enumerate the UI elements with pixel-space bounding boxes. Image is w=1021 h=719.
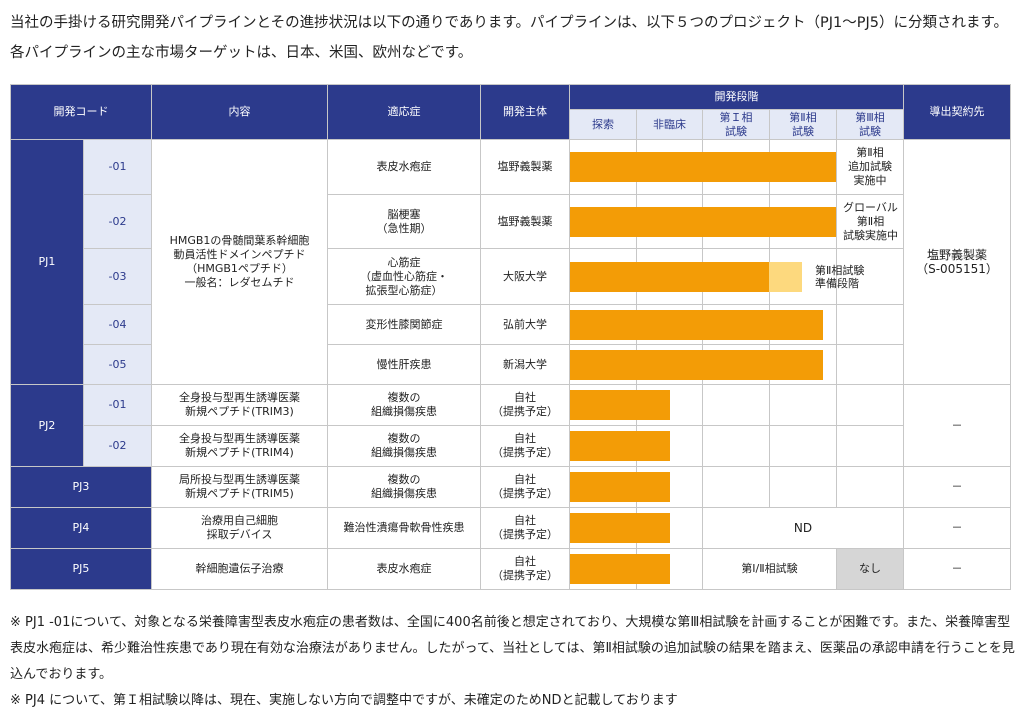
phase-explore-cell xyxy=(569,304,823,345)
header-content: 内容 xyxy=(151,84,328,140)
phase-explore-cell xyxy=(569,507,670,549)
project-label: PJ4 xyxy=(10,507,152,549)
phase-explore-cell xyxy=(569,466,670,508)
dev-code: -02 xyxy=(83,194,152,249)
table-row: -04 変形性膝関節症 弘前大学 xyxy=(11,304,1011,345)
table-row: -02 脳梗塞 （急性期） 塩野義製薬 グローバル 第Ⅱ相 試験実施中 xyxy=(11,194,1011,249)
licensee-cell: － xyxy=(903,384,1011,467)
indication-cell: 慢性肝疾患 xyxy=(327,344,481,385)
footnote-1: ※ PJ1 -01について、対象となる栄養障害型表皮水疱症の患者数は、全国に40… xyxy=(10,615,1015,682)
developer-cell: 自社 （提携予定） xyxy=(480,384,570,426)
phase-3: 第Ⅲ相 試験 xyxy=(836,109,904,140)
trial-label: 第Ⅰ/Ⅱ相試験 xyxy=(702,548,837,590)
content-cell: 治療用自己細胞 採取デバイス xyxy=(151,507,328,549)
indication-cell: 表皮水疱症 xyxy=(327,139,481,195)
phase-nonclinical: 非臨床 xyxy=(636,109,703,140)
indication-cell: 脳梗塞 （急性期） xyxy=(327,194,481,249)
dev-code: -05 xyxy=(83,344,152,385)
phase-explore-cell xyxy=(569,384,670,426)
content-cell: HMGB1の骨髄間葉系幹細胞 動員活性ドメインペプチド （HMGB1ペプチド） … xyxy=(151,139,328,385)
licensee-cell: － xyxy=(903,507,1011,549)
table-row: -02 全身投与型再生誘導医薬 新規ペプチド(TRIM4) 複数の 組織損傷疾患… xyxy=(11,425,1011,467)
table-row: -05 慢性肝疾患 新潟大学 xyxy=(11,344,1011,385)
dev-code: -03 xyxy=(83,248,152,305)
dev-code: -02 xyxy=(83,425,152,467)
indication-cell: 表皮水疱症 xyxy=(327,548,481,590)
progress-bar xyxy=(570,431,670,461)
project-label: PJ1 xyxy=(10,139,84,385)
table-row: PJ5 幹細胞遺伝子治療 表皮水疱症 自社 （提携予定） 第Ⅰ/Ⅱ相試験 なし … xyxy=(10,548,1011,590)
indication-cell: 複数の 組織損傷疾患 xyxy=(327,425,481,467)
table-row: PJ1 -01 HMGB1の骨髄間葉系幹細胞 動員活性ドメインペプチド （HMG… xyxy=(10,139,1011,385)
table-row: PJ2 -01 全身投与型再生誘導医薬 新規ペプチド(TRIM3) 複数の 組織… xyxy=(10,384,1011,467)
developer-cell: 塩野義製薬 xyxy=(480,194,570,249)
phase-1: 第Ｉ相 試験 xyxy=(702,109,770,140)
phase-2: 第Ⅱ相 試験 xyxy=(769,109,837,140)
phase-explore-cell xyxy=(569,248,802,305)
planned-bar xyxy=(769,261,802,292)
dev-code: -04 xyxy=(83,304,152,345)
pipeline-table: 開発コード 内容 適応症 開発主体 開発段階 導出契約先 探索 非臨床 第Ｉ相 … xyxy=(10,84,1011,590)
dev-code: -01 xyxy=(83,139,152,195)
phase-explore-cell xyxy=(569,425,670,467)
project-label: PJ3 xyxy=(10,466,152,508)
indication-cell: 変形性膝関節症 xyxy=(327,304,481,345)
progress-bar xyxy=(570,152,836,182)
progress-bar xyxy=(570,390,670,420)
project-label: PJ5 xyxy=(10,548,152,590)
phase-explore-cell xyxy=(569,194,836,249)
developer-cell: 大阪大学 xyxy=(480,248,570,305)
progress-bar xyxy=(570,309,823,340)
progress-bar xyxy=(570,349,823,380)
phase-explore-cell xyxy=(569,139,836,195)
indication-cell: 難治性潰瘍骨軟骨性疾患 xyxy=(327,507,481,549)
status-note: 第Ⅱ相 追加試験 実施中 xyxy=(836,139,904,195)
status-note: グローバル 第Ⅱ相 試験実施中 xyxy=(836,194,904,249)
none-label: なし xyxy=(836,548,904,590)
content-cell: 全身投与型再生誘導医薬 新規ペプチド(TRIM3) xyxy=(151,384,328,426)
indication-cell: 複数の 組織損傷疾患 xyxy=(327,466,481,508)
phase-explore-cell xyxy=(569,344,823,385)
nd-label: ND xyxy=(702,507,904,549)
developer-cell: 弘前大学 xyxy=(480,304,570,345)
developer-cell: 自社 （提携予定） xyxy=(480,466,570,508)
developer-cell: 新潟大学 xyxy=(480,344,570,385)
developer-cell: 自社 （提携予定） xyxy=(480,425,570,467)
developer-cell: 自社 （提携予定） xyxy=(480,548,570,590)
progress-bar xyxy=(570,206,836,237)
header-indication: 適応症 xyxy=(327,84,481,140)
content-cell: 幹細胞遺伝子治療 xyxy=(151,548,328,590)
licensee-cell: － xyxy=(903,466,1011,508)
indication-cell: 複数の 組織損傷疾患 xyxy=(327,384,481,426)
progress-bar xyxy=(570,513,670,543)
project-label: PJ2 xyxy=(10,384,84,467)
footnote-2: ※ PJ4 について、第Ｉ相試験以降は、現在、実施しない方向で調整中ですが、未確… xyxy=(10,693,678,708)
header-developer: 開発主体 xyxy=(480,84,570,140)
status-note: 第Ⅱ相試験 準備段階 xyxy=(815,263,865,290)
header-code: 開発コード xyxy=(10,84,152,140)
progress-bar xyxy=(570,261,770,292)
phase-explore-cell xyxy=(569,548,670,590)
content-cell: 全身投与型再生誘導医薬 新規ペプチド(TRIM4) xyxy=(151,425,328,467)
licensee-cell: 塩野義製薬 （S-005151） xyxy=(903,139,1011,385)
dev-code: -01 xyxy=(83,384,152,426)
header-stage: 開発段階 xyxy=(569,84,904,110)
table-row: PJ3 局所投与型再生誘導医薬 新規ペプチド(TRIM5) 複数の 組織損傷疾患… xyxy=(10,466,1011,508)
indication-cell: 心筋症 （虚血性心筋症・ 拡張型心筋症） xyxy=(327,248,481,305)
table-row: -03 心筋症 （虚血性心筋症・ 拡張型心筋症） 大阪大学 第Ⅱ相試験 準備段階 xyxy=(11,248,1011,305)
header-licensee: 導出契約先 xyxy=(903,84,1011,140)
developer-cell: 自社 （提携予定） xyxy=(480,507,570,549)
phase-explore: 探索 xyxy=(569,109,637,140)
intro-text: 当社の手掛ける研究開発パイプラインとその進捗状況は以下の通りであります。パイプラ… xyxy=(10,15,1009,61)
content-cell: 局所投与型再生誘導医薬 新規ペプチド(TRIM5) xyxy=(151,466,328,508)
licensee-cell: － xyxy=(903,548,1011,590)
developer-cell: 塩野義製薬 xyxy=(480,139,570,195)
table-row: PJ4 治療用自己細胞 採取デバイス 難治性潰瘍骨軟骨性疾患 自社 （提携予定）… xyxy=(10,507,1011,549)
progress-bar xyxy=(570,472,670,502)
progress-bar xyxy=(570,554,670,584)
